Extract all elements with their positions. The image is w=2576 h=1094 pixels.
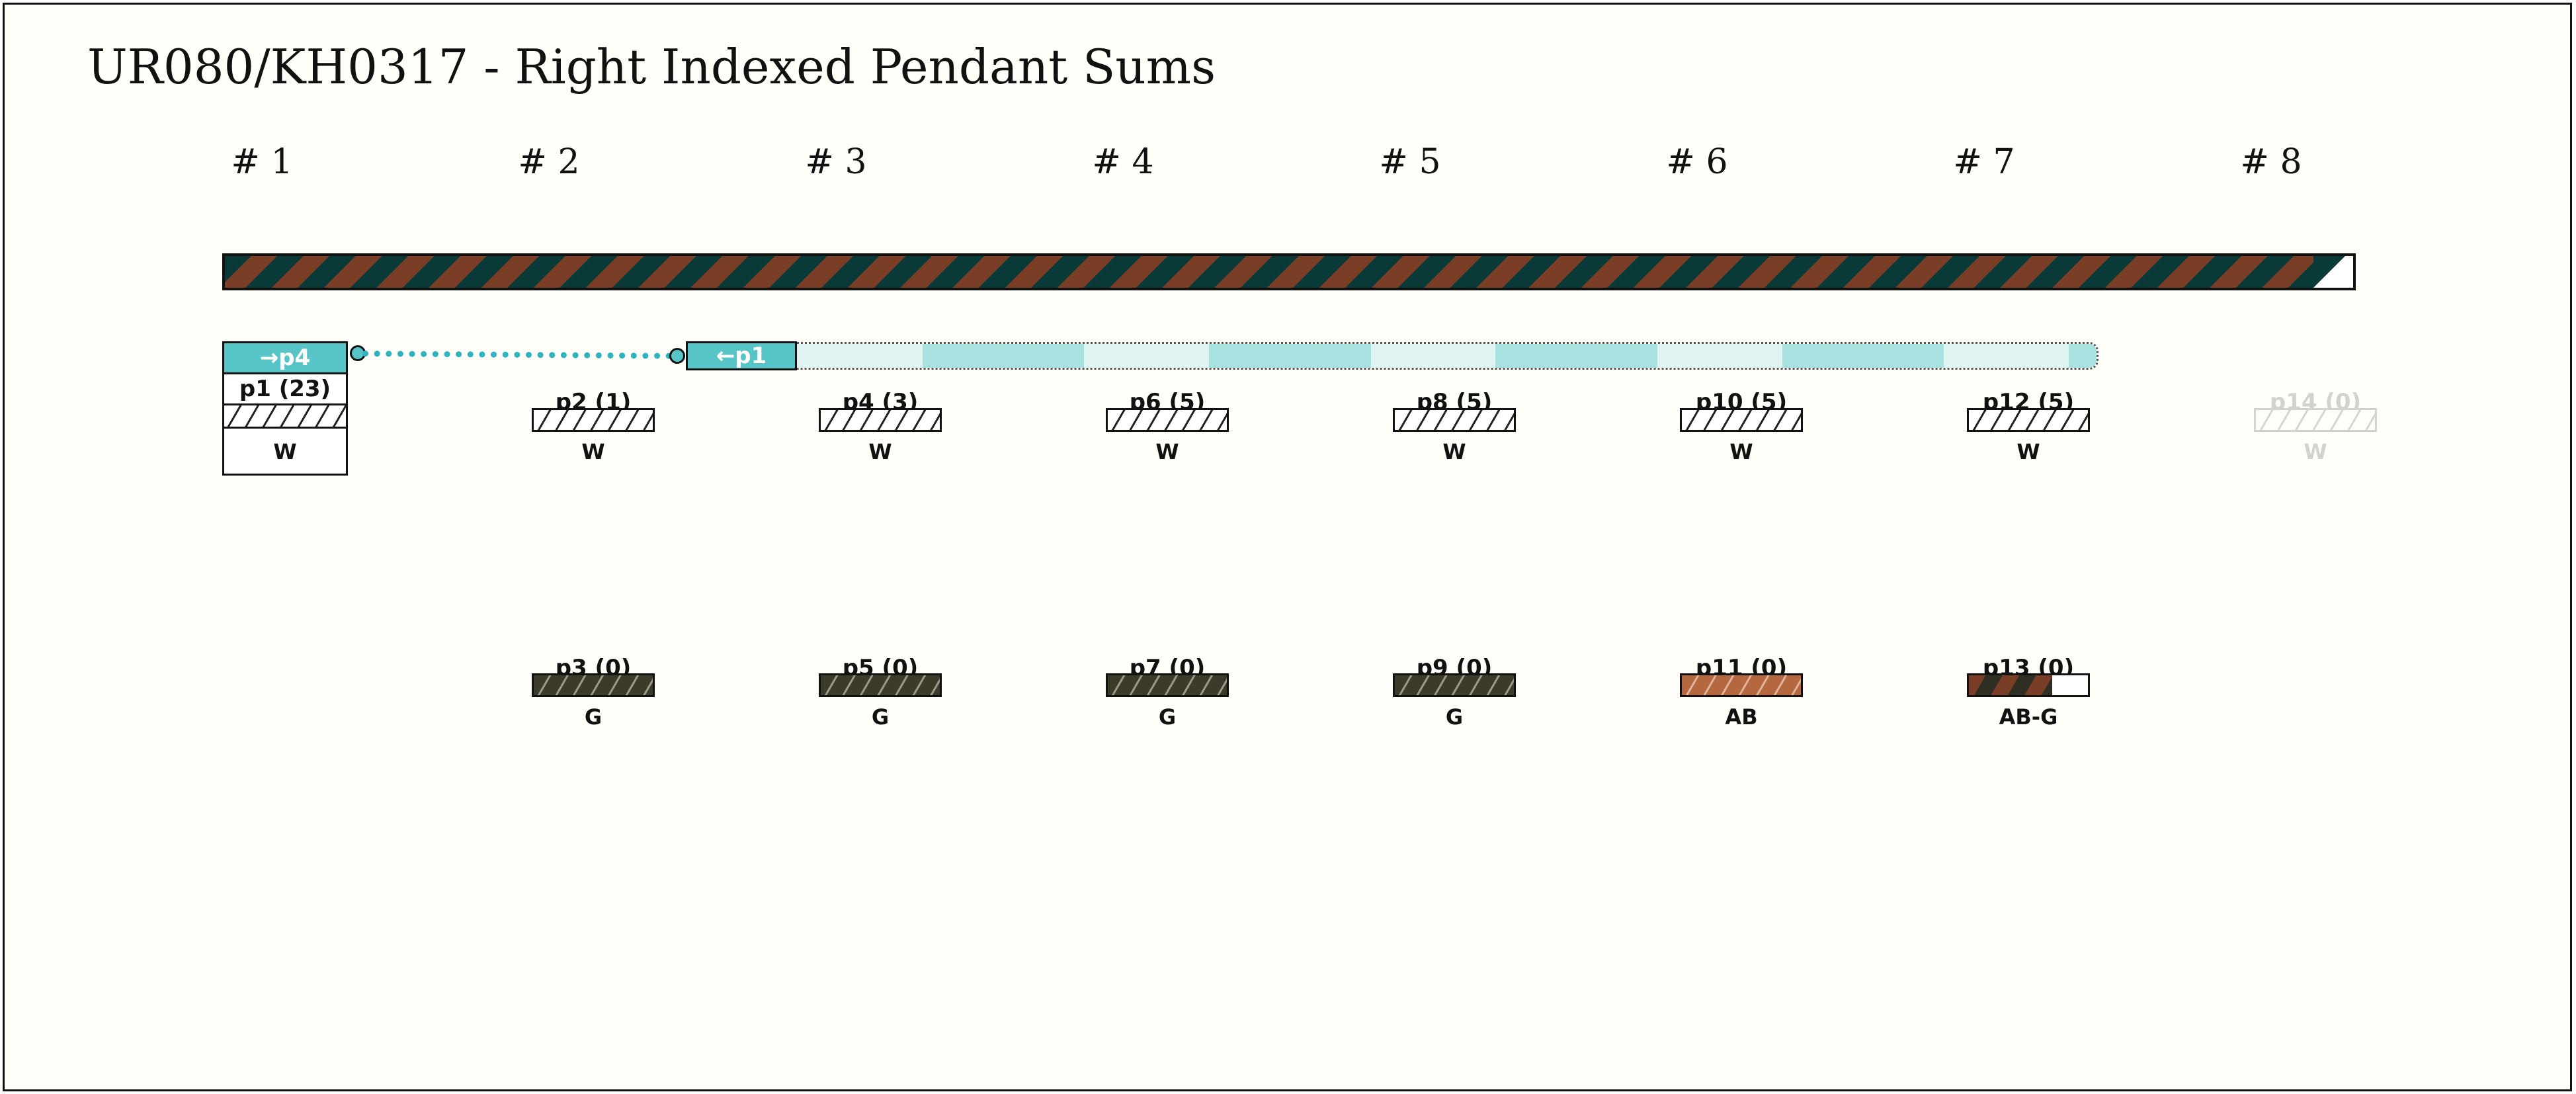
pendant-p10-color: W [1729, 439, 1753, 464]
pendant-p1-summary[interactable]: →p4 p1 (23) W [222, 341, 348, 476]
pendant-p6-cord [1106, 408, 1229, 432]
page-title: UR080/KH0317 - Right Indexed Pendant Sum… [87, 39, 1216, 95]
column-number-1: # 1 [231, 142, 293, 182]
link-start-dot [350, 345, 366, 361]
pendant-p7-cord [1106, 673, 1229, 697]
pendant-p13-color: AB-G [1999, 704, 2058, 730]
pendant-p12-cord [1967, 408, 2090, 432]
column-number-3: # 3 [805, 142, 867, 182]
sum-range-segment [1495, 344, 1658, 368]
link-end-dot [669, 348, 685, 364]
pendant-p1-label: p1 (23) [224, 374, 346, 405]
primary-cord [222, 253, 2356, 290]
sum-range-segment [1084, 344, 1210, 368]
sum-range-segment [1782, 344, 1944, 368]
pendant-p14-color: W [2304, 439, 2327, 464]
column-number-2: # 2 [518, 142, 580, 182]
sum-range-segment [1209, 344, 1371, 368]
pendant-p4-color: W [868, 439, 892, 464]
pendant-p10-cord [1680, 408, 1803, 432]
pendant-p7-color: G [1158, 704, 1177, 730]
pendant-p8-cord [1393, 408, 1516, 432]
pendant-p12-color: W [2016, 439, 2040, 464]
column-number-4: # 4 [1092, 142, 1154, 182]
pendant-p9-cord [1393, 673, 1516, 697]
primary-cord-end [2313, 256, 2353, 288]
column-number-6: # 6 [1666, 142, 1728, 182]
sum-range-segment [2069, 344, 2097, 368]
pendant-p11-cord [1680, 673, 1803, 697]
sum-range-segment [1657, 344, 1782, 368]
pendant-p2-color: W [581, 439, 605, 464]
pendant-p3-color: G [584, 704, 602, 730]
pendant-p6-color: W [1155, 439, 1179, 464]
pendant-p14-label: p14 (0) [2269, 389, 2362, 415]
sum-range-segment [1944, 344, 2069, 368]
pendant-p4-cord [819, 408, 942, 432]
pendant-p3-cord [532, 673, 655, 697]
pendant-p5-cord [819, 673, 942, 697]
pendant-p2-cord [532, 408, 655, 432]
sum-range-segment [1370, 344, 1496, 368]
diagram-frame: UR080/KH0317 - Right Indexed Pendant Sum… [3, 3, 2572, 1091]
link-back-to-p1-tag[interactable]: ←p1 [686, 341, 797, 370]
sum-range-segment [797, 344, 923, 368]
pendant-p5-color: G [871, 704, 890, 730]
sum-range-strip [797, 342, 2098, 370]
link-to-p4-tag[interactable]: →p4 [224, 343, 346, 374]
pendant-p13-cord [1967, 673, 2090, 697]
sum-range-segment [922, 344, 1085, 368]
column-number-5: # 5 [1379, 142, 1441, 182]
pendant-p8-color: W [1442, 439, 1466, 464]
pendant-p9-color: G [1445, 704, 1464, 730]
pendant-p1-color: W [273, 439, 297, 464]
pendant-p11-color: AB [1725, 704, 1758, 730]
column-number-8: # 8 [2240, 142, 2302, 182]
pendant-p14-cord [2254, 408, 2377, 432]
column-number-7: # 7 [1953, 142, 2015, 182]
pendant-p1-cord [224, 405, 346, 429]
